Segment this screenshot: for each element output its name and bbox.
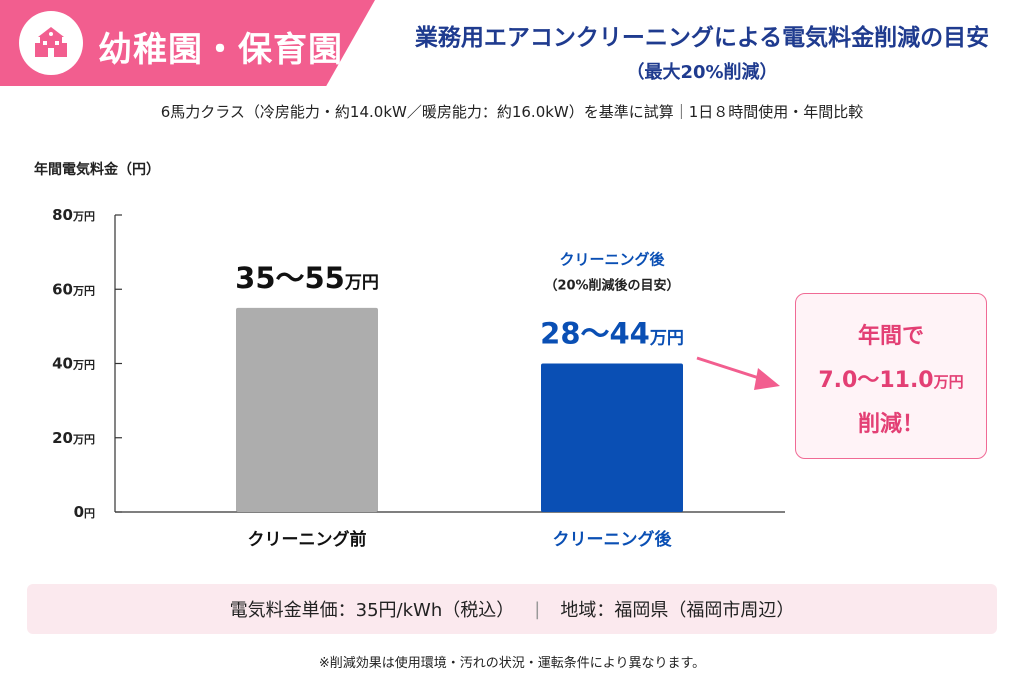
category-tag: 幼稚園・保育園	[0, 0, 375, 86]
saving-amount: 7.0～11.0	[818, 368, 934, 393]
bar-chart: 0円20万円40万円60万円80万円35～55万円クリーニング前28～44万円ク…	[52, 206, 785, 550]
data-label: 28～44万円	[540, 317, 684, 351]
x-tick-label: クリーニング後	[553, 529, 673, 550]
arrow-line	[696, 356, 766, 382]
saving-unit: 万円	[933, 373, 964, 391]
y-tick-label: 0円	[74, 503, 95, 521]
saving-amount-line: 7.0～11.0万円	[796, 362, 986, 394]
test-condition: 6馬力クラス（冷房能力・約14.0kW／暖房能力：約16.0kW）を基準に試算｜…	[160, 103, 864, 121]
region: 地域：福岡県（福岡市周辺）	[560, 600, 795, 621]
y-tick-label: 80万円	[52, 206, 95, 224]
saving-line3: 削減！	[857, 412, 924, 437]
bar	[541, 363, 683, 512]
y-axis-title: 年間電気料金（円）	[34, 162, 160, 178]
bar-note-title: クリーニング後	[559, 251, 665, 269]
page-title: 業務用エアコンクリーニングによる電気料金削減の目安	[414, 25, 990, 51]
saving-callout: 年間で 7.0～11.0万円 削減！	[795, 293, 987, 459]
arrow-head-icon	[754, 368, 780, 390]
electricity-price: 電気料金単価：35円/kWh（税込）	[229, 600, 515, 621]
bar	[236, 307, 378, 512]
y-tick-label: 60万円	[52, 280, 95, 298]
x-tick-label: クリーニング前	[248, 529, 367, 550]
y-tick-label: 20万円	[52, 429, 95, 447]
y-tick-label: 40万円	[52, 355, 95, 373]
info-separator: |	[534, 598, 541, 620]
category-label: 幼稚園・保育園	[98, 30, 343, 70]
data-label: 35～55万円	[235, 261, 379, 295]
footnote: ※削減効果は使用環境・汚れの状況・運転条件により異なります。	[318, 656, 706, 671]
bar-note-subtitle: （20%削減後の目安）	[544, 278, 679, 294]
school-building-icon	[19, 11, 83, 75]
saving-line1: 年間で	[857, 324, 924, 349]
page-subtitle: （最大20%削減）	[626, 62, 778, 83]
info-bar: 電気料金単価：35円/kWh（税込） | 地域：福岡県（福岡市周辺）	[27, 584, 997, 634]
